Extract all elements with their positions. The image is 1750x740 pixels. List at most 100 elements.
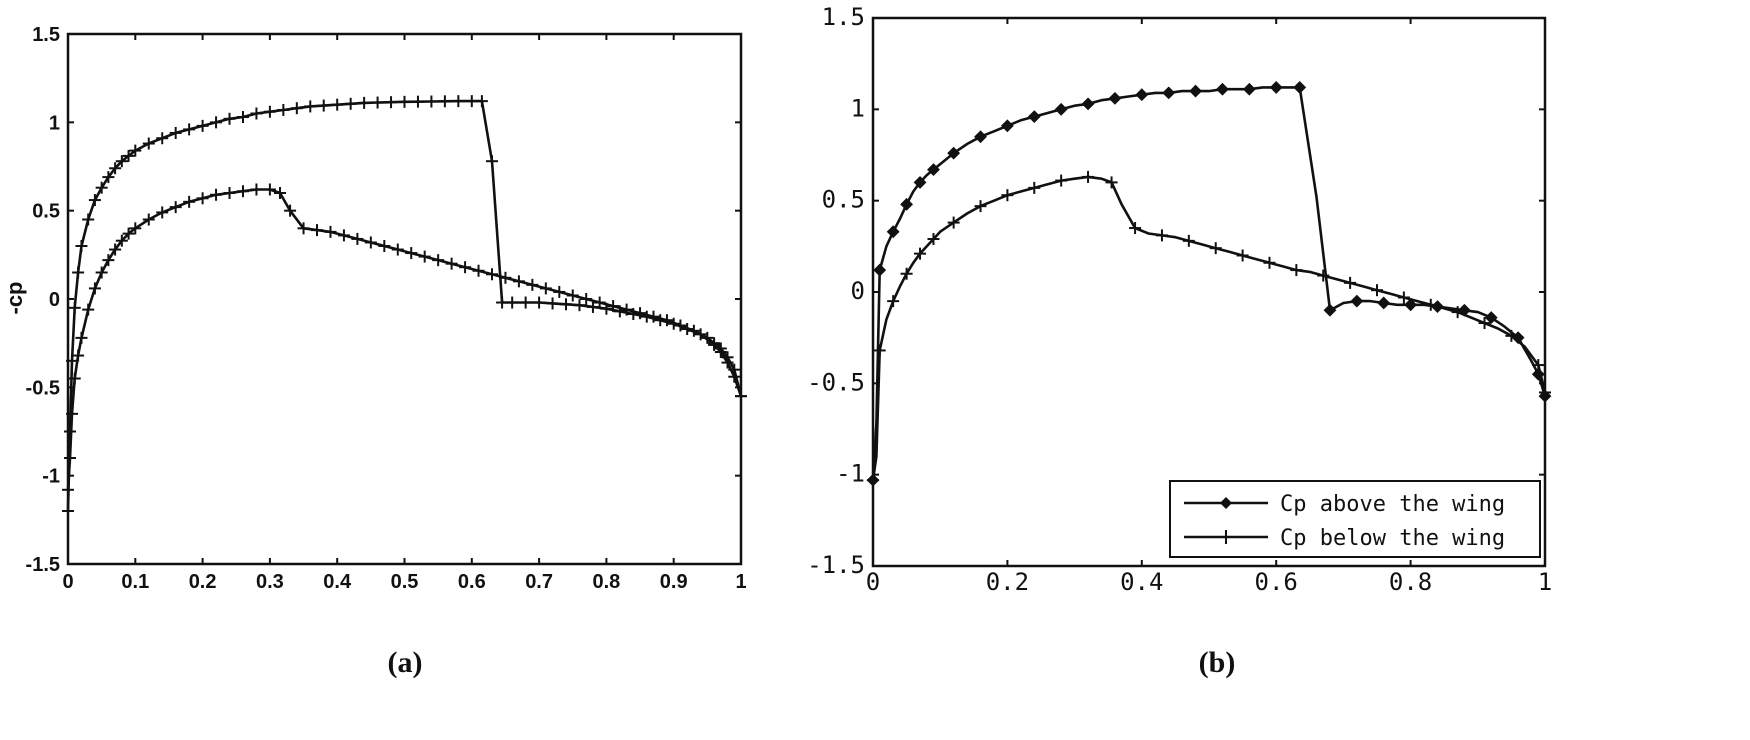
panel-a-ytick-label: 0.5 (32, 201, 60, 223)
panel-a-series-1-point (660, 314, 673, 327)
panel-b-series-layer (866, 80, 1552, 487)
panel-a-series-1-point (721, 351, 734, 364)
panel-b-series-0-point (1081, 97, 1095, 111)
panel-a-series-0-point (586, 300, 599, 313)
panel-a-series-1-point (273, 187, 286, 199)
panel-a-xtick-label: 0 (62, 571, 73, 593)
panel-a-xtick-label: 0.4 (323, 571, 352, 593)
panel-a-series-1-point (526, 278, 539, 291)
panel-b-series-1-point (1182, 234, 1195, 247)
panel-b-xtick-label: 0.6 (1255, 568, 1298, 596)
panel-a-series-1-point (129, 222, 142, 235)
panel-a-series-1-point (263, 183, 276, 196)
legend-marker-above (1220, 497, 1232, 509)
panel-a-series-0-point (75, 240, 88, 252)
panel-b-legend: Cp above the wing Cp below the wing (1169, 480, 1541, 558)
panel-a-series-1-point (553, 285, 566, 298)
panel-a-series-1-point (687, 324, 700, 337)
panel-a-series-0-point (546, 297, 559, 310)
panel-a-series-0-point (438, 95, 451, 108)
panel-a-series-1-point (68, 372, 81, 385)
panel-b-xtick-label: 1 (1538, 568, 1552, 596)
panel-b-series-1-point (1155, 229, 1168, 242)
panel-a-series-1-point (142, 213, 155, 226)
panel-a-series-1-point (472, 264, 485, 277)
panel-a-series-0-point (68, 301, 81, 314)
panel-a-series-0-point (196, 119, 209, 132)
panel-a-series-0-point (183, 123, 196, 136)
legend-entry-above: Cp above the wing (1184, 492, 1505, 517)
panel-b-series-0-line (871, 86, 1547, 481)
panel-a-series-0-point (506, 296, 519, 309)
panel-a: 0 0.1 0.2 0.3 0.4 0.5 0.6 0.7 0.8 0.9 1 -1.5 -1 -0.5 0… (2, 24, 747, 679)
panel-a-series-1-point (499, 271, 512, 284)
panel-b-series-1-point (1105, 176, 1118, 189)
panel-a-series-1-point (634, 307, 647, 320)
panel-a-series-0-point (465, 95, 478, 108)
panel-b-series-1-line (871, 175, 1547, 481)
panel-a-series-1-point (432, 254, 445, 267)
panel-b-series-1-point (1263, 256, 1276, 269)
panel-b-series-0-point (1323, 303, 1337, 317)
panel-b-series-1-point (927, 233, 940, 246)
panel-b-series-0-point (1162, 86, 1176, 100)
panel-a-series-1-point (102, 254, 115, 267)
panel-b-series-1-point (1451, 306, 1464, 319)
panel-a-ytick-label: -0.5 (26, 377, 60, 399)
panel-b-series-0-point (1377, 296, 1391, 310)
panel-a-series-1-point (236, 185, 249, 198)
panel-a-series-0-point (102, 171, 115, 184)
panel-a-series-1-point (183, 195, 196, 208)
panel-a-series-1-point (351, 232, 364, 245)
panel-b-xtick-label: 0 (866, 568, 880, 596)
panel-b: 0 0.2 0.4 0.6 0.8 1 -1.5 -1 -0.5 0 0.5 1 1.5 Cp abov… (807, 3, 1552, 679)
panel-b-series-1 (867, 170, 1551, 487)
panel-b-series-0-point (1216, 82, 1229, 96)
panel-a-series-1-point (88, 282, 101, 295)
legend-label-below: Cp below the wing (1280, 526, 1505, 551)
panel-b-caption: (b) (1199, 646, 1236, 679)
panel-b-series-0-point (1135, 88, 1149, 102)
panel-a-series-1-point (324, 225, 337, 238)
panel-b-series-0-point (1189, 84, 1202, 98)
panel-a-series-1-point (337, 229, 350, 242)
panel-b-series-1-point (1236, 249, 1249, 262)
panel-a-series-1-point (223, 187, 236, 199)
panel-a-caption: (a) (388, 646, 423, 679)
panel-a-xtick-label: 0.8 (592, 571, 620, 593)
panel-a-xtick-label: 0.2 (189, 571, 217, 593)
panel-b-series-1-point (1532, 359, 1545, 372)
panel-b-series-0-point (873, 263, 887, 277)
panel-a-series-1-point (64, 452, 77, 464)
panel-a-series-1-point (72, 349, 85, 362)
panel-a-ytick-label: 1.5 (32, 24, 60, 46)
panel-a-series-0-point (88, 194, 101, 207)
panel-a-xtick-label: 0.9 (660, 571, 688, 593)
panel-b-series-1-point (1371, 284, 1383, 297)
panel-b-series-1-point (1209, 242, 1222, 255)
panel-b-ticks: 0 0.2 0.4 0.6 0.8 1 -1.5 -1 -0.5 0 0.5 1 1.5 (807, 3, 1552, 596)
panel-a-series-0-point (129, 144, 142, 157)
panel-a-series-0-point (358, 96, 371, 109)
panel-b-series-0-point (1054, 102, 1068, 116)
panel-b-series-0-point (886, 225, 900, 239)
panel-a-series-1-point (109, 243, 122, 256)
panel-a-series-1-point (647, 310, 660, 323)
panel-a-series-1-point (539, 282, 552, 295)
panel-b-ytick-label: -1 (836, 460, 865, 488)
panel-a-series-1 (62, 183, 747, 496)
legend-label-above: Cp above the wing (1280, 492, 1505, 517)
panel-a-series-0-point (72, 266, 85, 279)
panel-a-series-1-point (512, 275, 525, 288)
panel-a-xtick-label: 0.5 (391, 571, 419, 593)
panel-b-ytick-label: -1.5 (807, 551, 865, 579)
panel-a-series-1-point (156, 206, 169, 219)
panel-a-series-0-point (475, 95, 488, 108)
panel-a-series-1-point (728, 363, 741, 376)
panel-a-series-0-point (115, 155, 128, 168)
panel-b-series-1-point (1344, 276, 1357, 289)
panel-a-series-0-point (109, 162, 122, 175)
panel-a-series-0-point (344, 97, 357, 110)
panel-a-series-0-point (411, 95, 424, 108)
